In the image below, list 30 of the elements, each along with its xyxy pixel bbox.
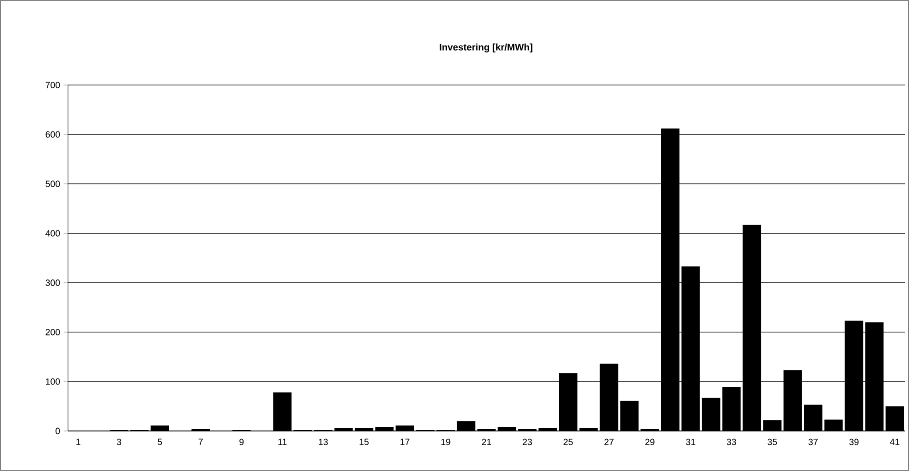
y-tick-label: 400 bbox=[45, 230, 60, 236]
x-tick-label: 33 bbox=[726, 438, 736, 446]
x-tick-label: 15 bbox=[360, 438, 369, 446]
x-tick-label: 27 bbox=[604, 438, 614, 446]
x-tick-label: 3 bbox=[116, 438, 122, 446]
y-tick-label: 600 bbox=[46, 131, 60, 138]
y-tick-label: 200 bbox=[46, 328, 60, 336]
x-tick-label: 35 bbox=[768, 438, 777, 446]
x-tick-label: 19 bbox=[441, 438, 450, 446]
x-tick-label: 29 bbox=[645, 438, 654, 446]
y-tick-label: 300 bbox=[46, 280, 60, 286]
x-tick-label: 1 bbox=[76, 438, 80, 445]
y-tick-label: 700 bbox=[46, 82, 60, 88]
chart-title: Investering [kr/MWh] bbox=[440, 44, 532, 52]
x-tick-label: 23 bbox=[522, 438, 532, 446]
x-tick-label: 21 bbox=[482, 438, 492, 446]
x-tick-label: 41 bbox=[890, 438, 900, 445]
x-tick-label: 13 bbox=[318, 438, 328, 446]
x-tick-label: 37 bbox=[808, 438, 818, 446]
x-tick-label: 31 bbox=[686, 438, 696, 446]
x-tick-label: 9 bbox=[239, 438, 244, 446]
x-tick-label: 7 bbox=[198, 438, 203, 445]
x-tick-label: 39 bbox=[849, 438, 859, 446]
x-tick-label: 25 bbox=[564, 438, 573, 446]
x-tick-label: 5 bbox=[158, 438, 162, 446]
y-tick-label: 500 bbox=[46, 180, 60, 188]
y-tick-label: 0 bbox=[56, 428, 60, 434]
x-tick-label: 17 bbox=[400, 438, 410, 445]
y-tick-label: 100 bbox=[46, 378, 60, 385]
x-tick-label: 11 bbox=[278, 438, 287, 445]
